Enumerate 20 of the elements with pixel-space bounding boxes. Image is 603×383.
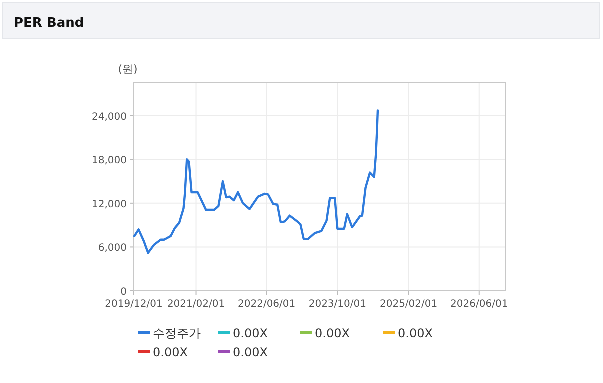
legend-label: 0.00X [153, 346, 188, 360]
x-tick-label: 2019/12/01 [105, 299, 163, 310]
x-tick-label: 2023/10/01 [308, 299, 366, 310]
y-tick-label: 6,000 [98, 243, 127, 254]
x-tick-label: 2026/06/01 [450, 299, 508, 310]
line-series [133, 110, 380, 254]
legend-label: 0.00X [233, 326, 268, 340]
y-axis-title: (원) [118, 63, 138, 76]
y-tick-label: 24,000 [92, 112, 127, 123]
y-tick-label: 0 [120, 287, 127, 298]
y-tick-label: 12,000 [92, 199, 127, 210]
chart-title: PER Band [14, 16, 84, 31]
x-tick-label: 2022/06/01 [238, 299, 296, 310]
y-tick-label: 18,000 [92, 156, 127, 167]
legend-label: 0.00X [398, 326, 433, 340]
x-tick-label: 2021/02/01 [167, 299, 226, 310]
legend-label: 수정주가 [153, 326, 201, 340]
x-tick-label: 2025/02/01 [380, 299, 438, 310]
legend-label: 0.00X [315, 326, 350, 340]
legend-label: 0.00X [233, 346, 268, 360]
